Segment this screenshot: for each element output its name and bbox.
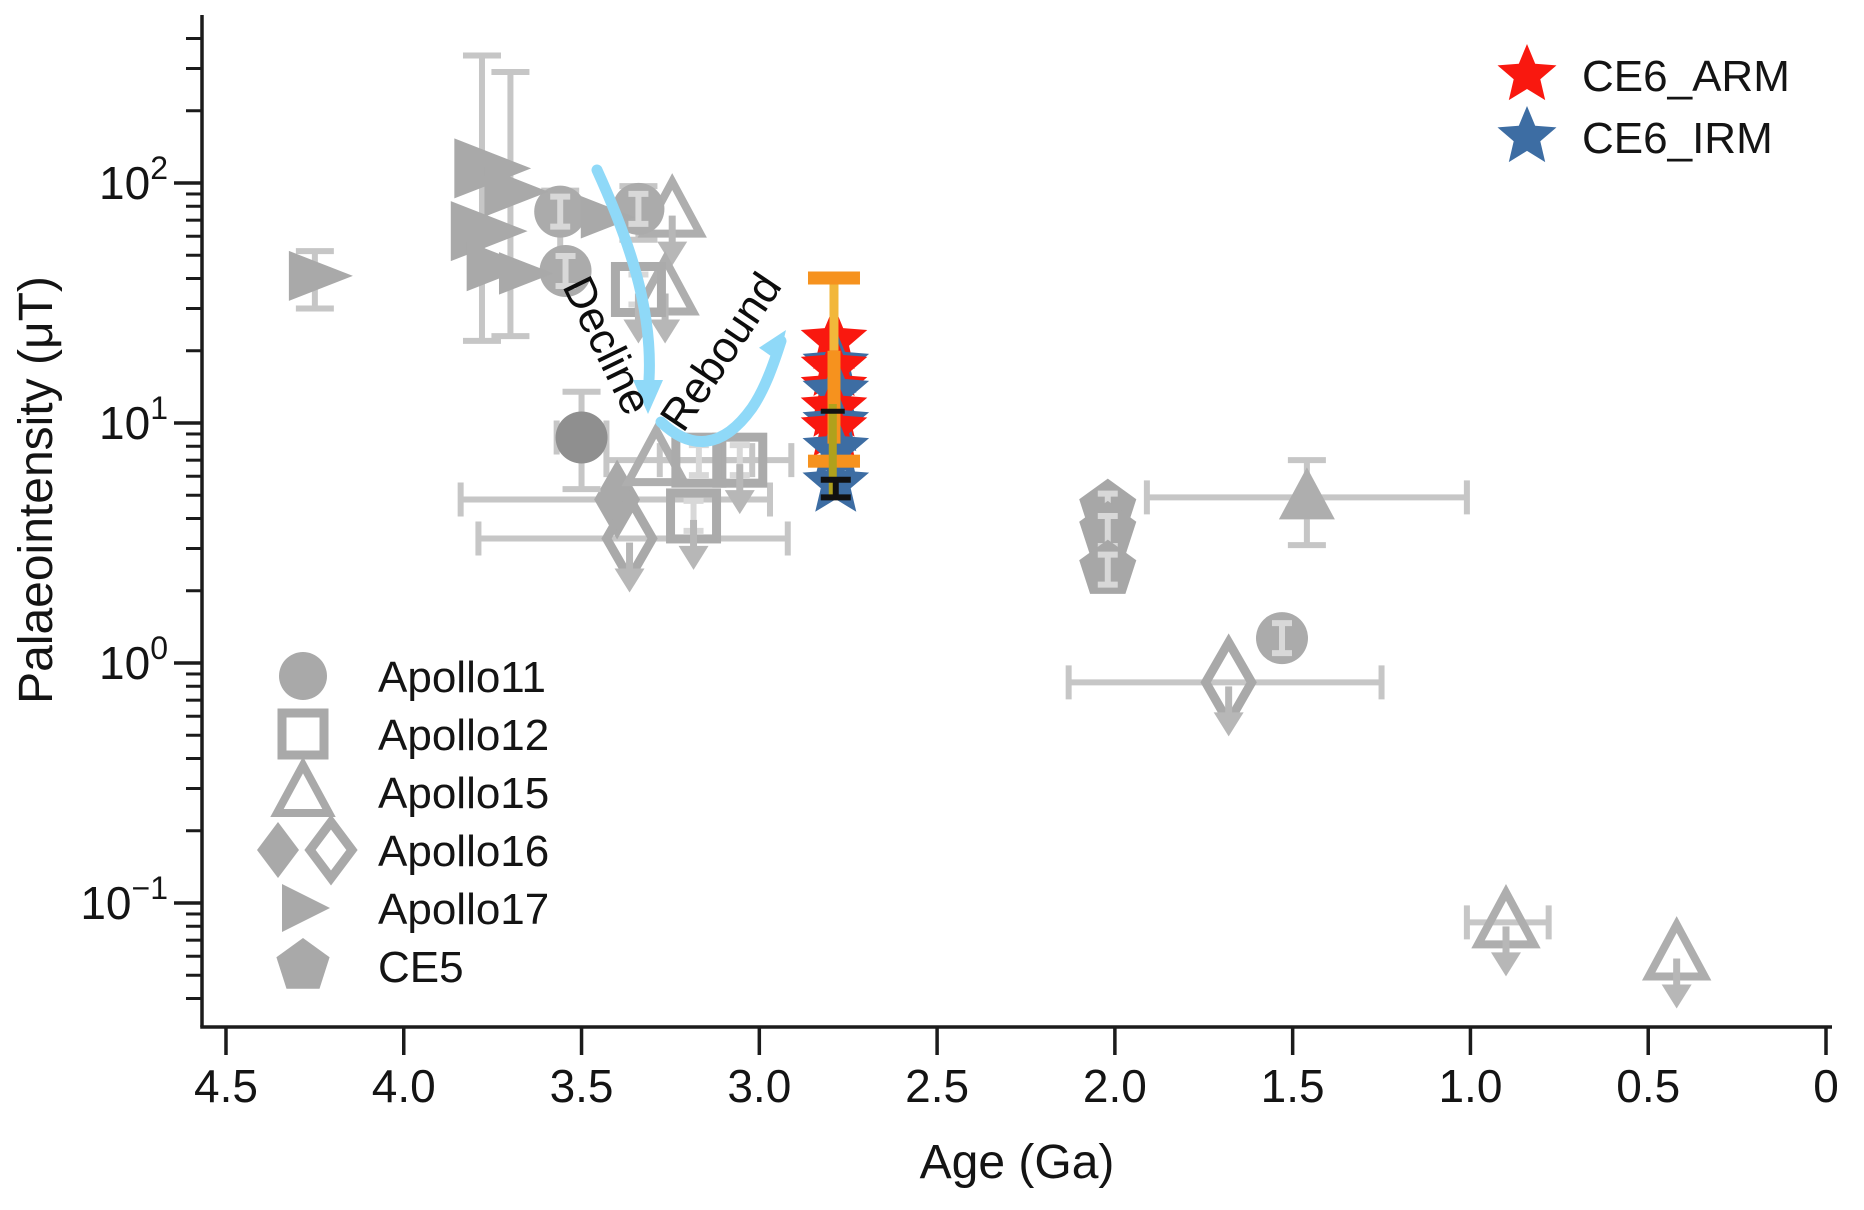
legend-item-label: Apollo15 — [378, 769, 549, 818]
apollo17-point — [466, 241, 531, 292]
upper-limit-arrow-icon — [724, 490, 755, 515]
right-triangle-marker — [454, 138, 532, 199]
arm-error-cap-top — [807, 271, 860, 285]
pentagon-icon — [276, 938, 330, 989]
triangle-marker — [621, 421, 691, 487]
upper-limit-arrow-icon — [650, 319, 681, 344]
triangle-marker — [1278, 467, 1335, 520]
right-triangle-marker — [498, 252, 554, 295]
apollo16-point — [601, 489, 658, 593]
x-tick-label: 1.5 — [1261, 1060, 1325, 1112]
legend-item-apollo17: Apollo17 — [282, 884, 549, 934]
upper-limit-arrow-icon — [1490, 952, 1521, 977]
x-tick-label: 2.0 — [1083, 1060, 1147, 1112]
x-tick-label: 3.0 — [727, 1060, 791, 1112]
upper-limit-arrow-icon — [678, 545, 709, 570]
rebound-arrow — [655, 335, 787, 447]
legend-item-label: CE5 — [378, 943, 464, 992]
apollo17-point — [484, 166, 549, 217]
star-icon — [1497, 106, 1557, 163]
x-tick-label: 4.5 — [194, 1060, 258, 1112]
x-tick-label: 3.5 — [550, 1060, 614, 1112]
right-triangle-marker — [466, 241, 531, 292]
square-open-icon — [277, 708, 329, 760]
apollo12-point — [712, 432, 768, 515]
decline-arrowhead-icon — [633, 380, 663, 414]
ce5-point — [1079, 539, 1137, 594]
right-triangle-icon — [282, 884, 330, 932]
axes: 4.5 4.0 3.5 3.0 2.5 2.0 1.5 1.0 0.5 0 102 101 100 10−… — [80, 15, 1839, 1112]
x-tick-label: 0.5 — [1616, 1060, 1680, 1112]
diamond-filled-icon — [257, 822, 299, 878]
star-icon — [1497, 44, 1557, 101]
apollo15-point — [1471, 883, 1541, 977]
legend-item-apollo15: Apollo15 — [270, 756, 549, 818]
y-axis-title: Palaeointensity (μT) — [10, 276, 63, 704]
legend-missions: Apollo11 Apollo12 Apollo15 Apollo16 Apollo17… — [257, 652, 549, 992]
x-tick-label: 1.0 — [1438, 1060, 1502, 1112]
rebound-arrowhead-icon — [759, 330, 786, 362]
x-tick-label: 2.5 — [905, 1060, 969, 1112]
legend-item-label: Apollo12 — [378, 711, 549, 760]
apollo16-point — [1200, 633, 1257, 737]
upper-limit-arrow-icon — [1661, 984, 1692, 1009]
upper-limit-arrow-icon — [657, 241, 688, 266]
apollo11-point — [553, 388, 610, 493]
x-tick-label: 4.0 — [372, 1060, 436, 1112]
y-tick-label: 100 — [99, 630, 168, 689]
y-tick-label: 10−1 — [80, 870, 168, 929]
legend-item-label: Apollo17 — [378, 885, 549, 934]
apollo17-point — [454, 138, 532, 199]
circle-marker — [555, 411, 608, 464]
legend-item-ce6_irm: CE6_IRM — [1497, 106, 1773, 163]
apollo11-point — [539, 244, 592, 297]
x-axis-title: Age (Ga) — [920, 1136, 1115, 1189]
upper-limit-arrow-icon — [1213, 712, 1244, 737]
apollo17-point — [498, 252, 554, 295]
triangle-open-icon — [270, 756, 336, 817]
x-tick-label: 0 — [1813, 1060, 1839, 1112]
apollo17-point — [580, 195, 636, 239]
ce6-cluster — [800, 271, 870, 512]
circle-icon — [279, 652, 327, 700]
apollo17-point — [288, 250, 353, 301]
legend-item-apollo12: Apollo12 — [277, 708, 549, 760]
apollo15-point — [1641, 916, 1712, 1009]
right-triangle-marker — [484, 166, 549, 217]
diamond-open-icon — [304, 814, 358, 886]
legend-item-apollo16: Apollo16 — [257, 814, 549, 886]
apollo12-point — [666, 488, 722, 570]
apollo11-point — [612, 182, 665, 235]
legend-item-label: CE6_IRM — [1582, 114, 1773, 163]
data-points-layer — [288, 138, 1712, 1009]
legend-item-ce5: CE5 — [276, 938, 464, 992]
y-tick-label: 102 — [99, 150, 168, 209]
legend-item-label: Apollo16 — [378, 827, 549, 876]
apollo15-point — [621, 421, 691, 487]
legend-item-label: CE6_ARM — [1582, 52, 1790, 101]
legend-ce6: CE6_ARM CE6_IRM — [1497, 44, 1790, 163]
upper-limit-arrow-icon — [614, 568, 645, 593]
apollo15-point — [1278, 467, 1335, 520]
right-triangle-marker — [580, 195, 636, 239]
decline-arrow — [591, 164, 655, 386]
y-tick-label: 101 — [99, 390, 168, 449]
apollo11-point — [1255, 612, 1308, 665]
right-triangle-marker — [288, 250, 353, 301]
legend-item-apollo11: Apollo11 — [279, 652, 546, 702]
legend-item-ce6_arm: CE6_ARM — [1497, 44, 1790, 101]
apollo11-point — [534, 185, 587, 238]
legend-item-label: Apollo11 — [378, 653, 546, 702]
